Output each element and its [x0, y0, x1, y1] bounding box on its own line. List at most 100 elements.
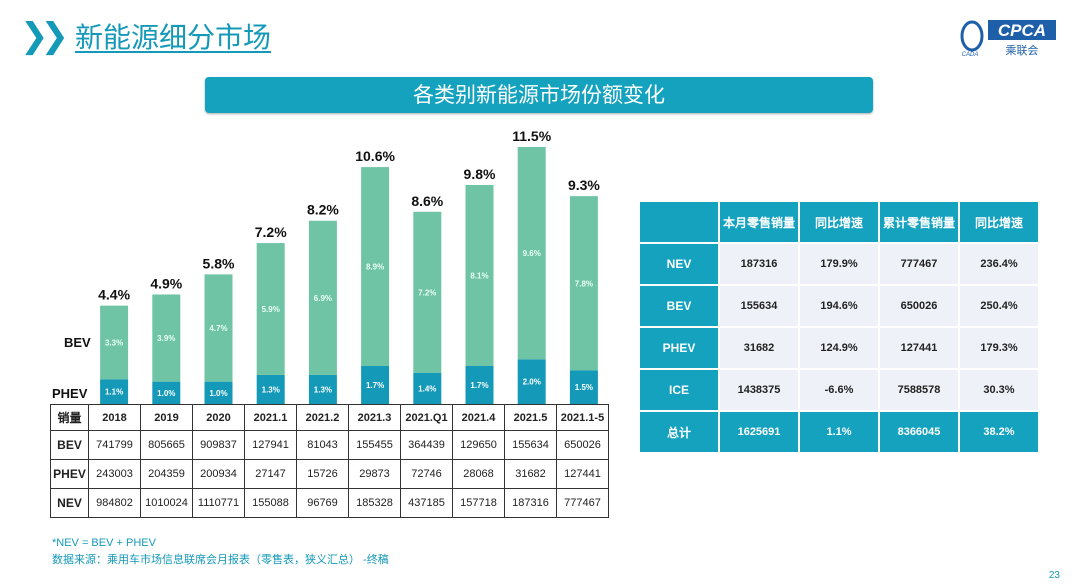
- phev-label: 1.5%: [575, 383, 593, 392]
- bar-bev: [517, 146, 546, 360]
- bev-label: 3.3%: [105, 339, 123, 348]
- table-cell: 同比增速: [960, 202, 1038, 242]
- slide-title-text: 新能源细分市场: [74, 21, 271, 54]
- bar-bev: [308, 220, 337, 375]
- table-cell: 1010024: [140, 488, 193, 518]
- table-cell: 总计: [640, 412, 718, 452]
- chevron-right-icon: ❯❯: [20, 17, 69, 55]
- table-cell: 127441: [556, 459, 609, 489]
- table-cell: 本月零售销量: [720, 202, 798, 242]
- header-cell: 2020: [192, 404, 245, 431]
- table-cell: 200934: [192, 459, 245, 489]
- table-cell: ICE: [640, 370, 718, 410]
- total-label: 8.2%: [307, 202, 339, 218]
- source-note: 数据来源：乘用车市场信息联席会月报表（零售表，狭义汇总） -终稿: [52, 554, 389, 566]
- header-cell: 2018: [88, 404, 141, 431]
- table-total-row: 总计 1625691 1.1% 8366045 38.2%: [640, 412, 1038, 452]
- bar-phev: [413, 372, 442, 404]
- header-cell: 2021.1-5: [556, 404, 609, 431]
- table-cell: 1.1%: [800, 412, 878, 452]
- bar-phev: [465, 366, 494, 404]
- table-row: PHEV 243003 204359 200934 27147 15726 29873 727…: [50, 459, 609, 489]
- table-cell: 984802: [88, 488, 141, 518]
- bar-bev: [152, 294, 181, 382]
- table-cell: 155088: [244, 488, 297, 518]
- table-cell: 累计零售销量: [880, 202, 958, 242]
- bev-label: 9.6%: [523, 249, 541, 258]
- phev-label: 1.1%: [105, 388, 123, 397]
- bar-phev: [308, 374, 337, 404]
- table-cell: 437185: [400, 488, 453, 518]
- total-label: 4.9%: [150, 275, 182, 291]
- table-cell: 1625691: [720, 412, 798, 452]
- bar-bev: [413, 211, 442, 373]
- table-cell: 129650: [452, 430, 505, 460]
- table-cell: 185328: [348, 488, 401, 518]
- header-cell: 2021.3: [348, 404, 401, 431]
- table-cell: 650026: [880, 286, 958, 326]
- table-cell: NEV: [50, 488, 89, 518]
- bar-bev: [465, 184, 494, 367]
- phev-label: 1.3%: [314, 385, 332, 394]
- formula-note: *NEV = BEV + PHEV: [52, 537, 156, 549]
- table-cell: 909837: [192, 430, 245, 460]
- bar-bev: [361, 167, 390, 367]
- table-row: ICE 1438375 -6.6% 7588578 30.3%: [640, 370, 1038, 410]
- table-cell: 8366045: [880, 412, 958, 452]
- summary-table: 本月零售销量 同比增速 累计零售销量 同比增速 NEV 187316 179.9% 77746…: [638, 200, 1040, 454]
- header-cell: 2021.1: [244, 404, 297, 431]
- table-cell: 179.3%: [960, 328, 1038, 368]
- table-cell: 28068: [452, 459, 505, 489]
- table-row: PHEV 31682 124.9% 127441 179.3%: [640, 328, 1038, 368]
- table-cell: 650026: [556, 430, 609, 460]
- table-cell: 72746: [400, 459, 453, 489]
- table-cell: BEV: [640, 286, 718, 326]
- legend-phev: PHEV: [52, 386, 88, 401]
- total-label: 11.5%: [512, 128, 551, 144]
- phev-label: 1.7%: [366, 381, 384, 390]
- bev-label: 7.2%: [418, 288, 436, 297]
- phev-label: 1.0%: [209, 389, 227, 398]
- table-cell: 243003: [88, 459, 141, 489]
- bar-bev: [256, 243, 285, 375]
- slide-title: ❯❯ 新能源细分市场: [20, 16, 271, 56]
- phev-label: 2.0%: [523, 378, 541, 387]
- table-cell: 15726: [296, 459, 349, 489]
- bar-bev: [204, 274, 233, 382]
- table-cell: 805665: [140, 430, 193, 460]
- table-cell: 7588578: [880, 370, 958, 410]
- total-label: 5.8%: [203, 255, 235, 271]
- table-row: BEV 741799 805665 909837 127941 81043 155455 36…: [50, 430, 609, 460]
- table-cell: 30.3%: [960, 370, 1038, 410]
- total-label: 10.6%: [355, 148, 395, 164]
- table-cell: 同比增速: [800, 202, 878, 242]
- bev-label: 8.1%: [470, 271, 488, 280]
- total-label: 7.2%: [255, 224, 287, 240]
- total-label: 4.4%: [98, 287, 130, 303]
- bar-phev: [100, 379, 129, 404]
- table-cell: 187316: [720, 244, 798, 284]
- table-cell: 236.4%: [960, 244, 1038, 284]
- total-label: 8.6%: [411, 193, 443, 209]
- phev-label: 1.3%: [262, 385, 280, 394]
- table-row: BEV 155634 194.6% 650026 250.4%: [640, 286, 1038, 326]
- bar-bev: [100, 305, 129, 380]
- table-row: NEV 984802 1010024 1110771 155088 96769 185328…: [50, 488, 609, 518]
- table-cell: 31682: [504, 459, 557, 489]
- bev-label: 7.8%: [575, 279, 593, 288]
- table-cell: PHEV: [640, 328, 718, 368]
- phev-label: 1.7%: [470, 381, 488, 390]
- table-cell: 124.9%: [800, 328, 878, 368]
- bev-label: 4.7%: [209, 324, 227, 333]
- table-cell: 1438375: [720, 370, 798, 410]
- bar-phev: [517, 359, 546, 404]
- table-cell: 204359: [140, 459, 193, 489]
- table-cell: 155634: [504, 430, 557, 460]
- phev-label: 1.4%: [418, 384, 436, 393]
- table-header-row: 销量 2018 2019 2020 2021.1 2021.2 2021.3 2021.Q1 2…: [50, 404, 609, 431]
- bev-label: 5.9%: [262, 305, 280, 314]
- table-cell: BEV: [50, 430, 89, 460]
- total-label: 9.3%: [568, 177, 600, 193]
- table-cell: 777467: [556, 488, 609, 518]
- table-header-row: 本月零售销量 同比增速 累计零售销量 同比增速: [640, 202, 1038, 242]
